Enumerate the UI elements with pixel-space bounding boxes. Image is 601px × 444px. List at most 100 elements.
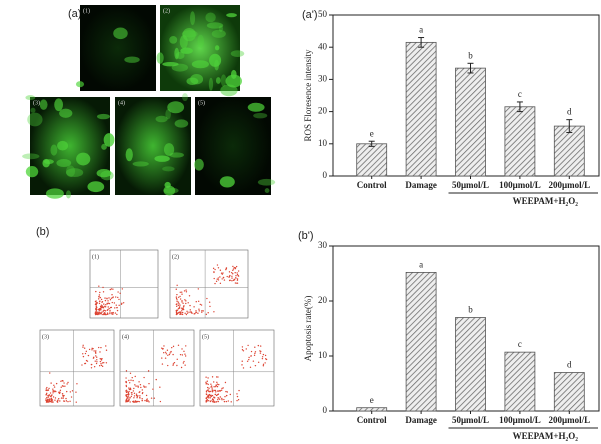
significance-letter: c xyxy=(518,339,522,349)
bar xyxy=(455,317,486,412)
event-dot xyxy=(197,300,200,302)
event-dot xyxy=(187,302,189,304)
cell-blob xyxy=(27,112,43,127)
event-dot xyxy=(60,397,63,399)
event-dot xyxy=(180,366,183,369)
event-dot xyxy=(58,392,61,395)
cell-blob xyxy=(174,119,189,128)
event-dot xyxy=(252,360,255,362)
event-dot xyxy=(181,313,184,316)
event-dot xyxy=(237,270,240,272)
event-dot xyxy=(182,308,184,311)
event-dot xyxy=(175,313,178,316)
significance-letter: a xyxy=(419,25,423,35)
event-dot xyxy=(185,313,188,316)
event-dot xyxy=(167,364,169,367)
event-dot xyxy=(144,399,146,402)
event-dot xyxy=(234,282,237,284)
event-dot xyxy=(217,267,220,269)
event-dot xyxy=(176,303,178,305)
event-dot xyxy=(114,307,116,309)
event-dot xyxy=(129,397,131,399)
event-dot xyxy=(215,280,218,283)
event-dot xyxy=(176,364,178,367)
event-dot xyxy=(216,383,219,385)
event-dot xyxy=(222,276,225,279)
event-dot xyxy=(225,267,228,270)
event-dot xyxy=(229,274,231,277)
event-dot xyxy=(218,383,220,386)
event-dot xyxy=(236,282,238,284)
flow-plots: (1) (2) (3) (4) (5) xyxy=(39,249,275,407)
event-dot xyxy=(67,400,69,403)
cell-blob xyxy=(25,95,36,101)
event-dot xyxy=(205,393,208,396)
cell-blob xyxy=(101,143,107,150)
event-dot xyxy=(177,296,180,298)
event-dot xyxy=(179,291,181,293)
event-dot xyxy=(205,383,207,385)
event-dot xyxy=(139,396,141,399)
cell-blob xyxy=(65,168,84,178)
event-dot xyxy=(58,391,60,394)
y-tick-label: 20 xyxy=(318,295,328,305)
event-dot xyxy=(49,372,51,374)
event-dot xyxy=(100,309,102,311)
event-dot xyxy=(107,306,109,308)
cell-blob xyxy=(230,50,245,57)
event-dot xyxy=(94,300,97,303)
cell-blob xyxy=(220,84,238,97)
event-dot xyxy=(109,311,111,313)
event-dot xyxy=(215,391,217,393)
event-dot xyxy=(170,351,172,353)
event-dot xyxy=(115,304,117,306)
event-dot xyxy=(132,390,135,392)
event-dot xyxy=(207,389,210,391)
event-dot xyxy=(95,309,98,311)
event-dot xyxy=(125,391,128,394)
event-dot xyxy=(111,313,113,315)
cell-blob xyxy=(162,61,179,67)
event-dot xyxy=(181,348,183,350)
event-dot xyxy=(206,397,208,399)
event-dot xyxy=(55,382,58,385)
cell-blob xyxy=(125,148,133,162)
event-dot xyxy=(224,381,227,384)
event-dot xyxy=(117,291,119,293)
event-dot xyxy=(101,306,103,309)
event-dot xyxy=(91,347,93,350)
event-dot xyxy=(104,311,106,314)
event-dot xyxy=(210,383,212,385)
event-dot xyxy=(53,386,56,388)
event-dot xyxy=(116,306,118,309)
cell-blob xyxy=(66,165,76,177)
x-tick-label: 100μmol/L xyxy=(499,180,541,190)
x-tick-label: Damage xyxy=(405,180,437,190)
cell-blob xyxy=(162,166,175,172)
event-dot xyxy=(103,361,105,364)
event-dot xyxy=(181,291,183,293)
event-dot xyxy=(143,376,145,379)
event-dot xyxy=(119,292,121,294)
event-dot xyxy=(213,389,215,392)
event-dot xyxy=(205,400,207,403)
event-dot xyxy=(132,379,134,382)
event-dot xyxy=(207,394,210,396)
event-dot xyxy=(185,345,187,347)
cell-blob xyxy=(76,152,91,166)
event-dot xyxy=(94,351,97,353)
cell-blob xyxy=(22,153,40,160)
event-dot xyxy=(62,396,64,398)
bar xyxy=(553,125,585,177)
event-dot xyxy=(99,305,102,308)
event-dot xyxy=(223,398,225,401)
cell-blob xyxy=(50,144,58,156)
event-dot xyxy=(217,397,219,399)
event-dot xyxy=(217,277,220,279)
event-dot xyxy=(46,396,48,399)
event-dot xyxy=(189,309,191,311)
event-dot xyxy=(197,288,200,290)
group-label: WEEPAM+H₂O₂ xyxy=(513,431,579,441)
event-dot xyxy=(82,344,84,346)
event-dot xyxy=(175,312,178,314)
